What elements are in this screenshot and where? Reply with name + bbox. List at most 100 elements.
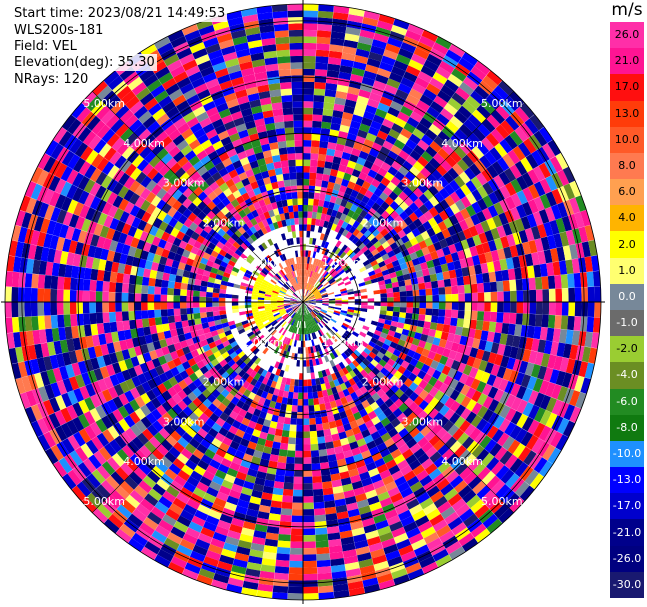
velocity-gate <box>387 166 399 177</box>
velocity-gate <box>457 105 472 119</box>
velocity-gate <box>342 483 354 493</box>
velocity-gate <box>269 400 277 409</box>
velocity-gate <box>392 233 401 242</box>
velocity-gate <box>225 416 235 426</box>
velocity-gate <box>505 407 517 422</box>
velocity-gate <box>293 326 297 334</box>
velocity-gate <box>318 585 334 594</box>
velocity-gate <box>330 328 337 335</box>
velocity-gate <box>249 496 262 505</box>
velocity-gate <box>197 459 210 471</box>
velocity-gate <box>304 289 307 296</box>
velocity-gate <box>586 271 595 287</box>
velocity-gate <box>470 378 481 391</box>
velocity-gate <box>309 302 316 304</box>
velocity-gate <box>359 564 376 575</box>
velocity-gate <box>443 375 454 387</box>
velocity-gate <box>211 437 223 448</box>
velocity-gate <box>539 193 551 209</box>
velocity-gate <box>285 404 293 412</box>
velocity-gate <box>424 281 432 290</box>
velocity-gate <box>188 521 203 533</box>
velocity-gate <box>472 109 487 124</box>
velocity-gate <box>203 521 218 532</box>
velocity-gate <box>367 298 375 302</box>
velocity-gate <box>325 332 332 339</box>
velocity-gate <box>320 335 326 343</box>
velocity-gate <box>319 134 330 143</box>
velocity-gate <box>355 417 365 427</box>
velocity-gate <box>469 347 479 358</box>
velocity-gate <box>174 281 182 290</box>
velocity-gate <box>316 212 322 220</box>
velocity-gate <box>409 427 421 438</box>
velocity-gate <box>370 473 383 484</box>
velocity-gate <box>307 217 312 225</box>
velocity-gate <box>24 302 32 317</box>
velocity-gate <box>311 378 317 386</box>
velocity-gate <box>206 486 219 498</box>
velocity-gate <box>354 54 369 65</box>
velocity-gate <box>311 264 315 272</box>
velocity-gate <box>402 225 412 235</box>
velocity-gate <box>254 423 263 432</box>
velocity-gate <box>389 271 397 279</box>
velocity-gate <box>232 405 242 415</box>
velocity-gate <box>474 369 485 381</box>
velocity-gate <box>334 275 342 281</box>
velocity-gate <box>321 308 328 312</box>
velocity-gate <box>317 314 324 320</box>
velocity-gate <box>423 480 437 493</box>
velocity-gate <box>344 495 357 505</box>
velocity-gate <box>450 342 460 352</box>
velocity-gate <box>531 252 540 266</box>
velocity-gate <box>322 334 328 342</box>
velocity-gate <box>384 350 393 359</box>
velocity-gate <box>453 260 462 270</box>
velocity-gate <box>497 432 510 447</box>
velocity-gate <box>547 139 561 157</box>
velocity-gate <box>383 362 393 372</box>
velocity-gate <box>303 298 309 302</box>
velocity-gate <box>476 185 489 199</box>
velocity-gate <box>205 550 221 561</box>
velocity-gate <box>398 443 410 455</box>
velocity-gate <box>405 29 422 42</box>
velocity-gate <box>527 419 540 435</box>
velocity-gate <box>459 420 471 433</box>
velocity-gate <box>335 356 342 364</box>
velocity-gate <box>318 442 327 451</box>
velocity-gate <box>474 528 491 543</box>
velocity-gate <box>321 474 332 483</box>
velocity-gate <box>155 324 164 333</box>
velocity-gate <box>455 199 466 212</box>
velocity-gate <box>148 317 156 327</box>
velocity-gate <box>311 311 317 317</box>
velocity-gate <box>337 281 345 287</box>
velocity-gate <box>471 302 478 312</box>
velocity-gate <box>344 357 352 365</box>
velocity-gate <box>253 530 267 539</box>
velocity-gate <box>147 285 155 295</box>
velocity-gate <box>359 285 367 290</box>
velocity-gate <box>303 418 310 426</box>
velocity-gate <box>348 233 356 242</box>
velocity-gate <box>309 257 313 264</box>
velocity-gate <box>331 261 338 269</box>
velocity-gate <box>502 223 513 236</box>
velocity-gate <box>457 310 465 319</box>
velocity-gate <box>309 285 314 292</box>
velocity-gate <box>308 405 315 412</box>
velocity-gate <box>286 397 293 406</box>
velocity-gate <box>297 392 303 400</box>
velocity-gate <box>329 380 336 389</box>
velocity-gate <box>225 305 233 311</box>
velocity-gate <box>523 450 537 466</box>
velocity-gate <box>333 378 340 387</box>
velocity-gate <box>396 181 407 192</box>
velocity-gate <box>367 294 375 299</box>
velocity-gate <box>339 213 348 222</box>
velocity-gate <box>296 307 301 314</box>
velocity-gate <box>481 168 494 182</box>
velocity-gate <box>238 302 245 306</box>
